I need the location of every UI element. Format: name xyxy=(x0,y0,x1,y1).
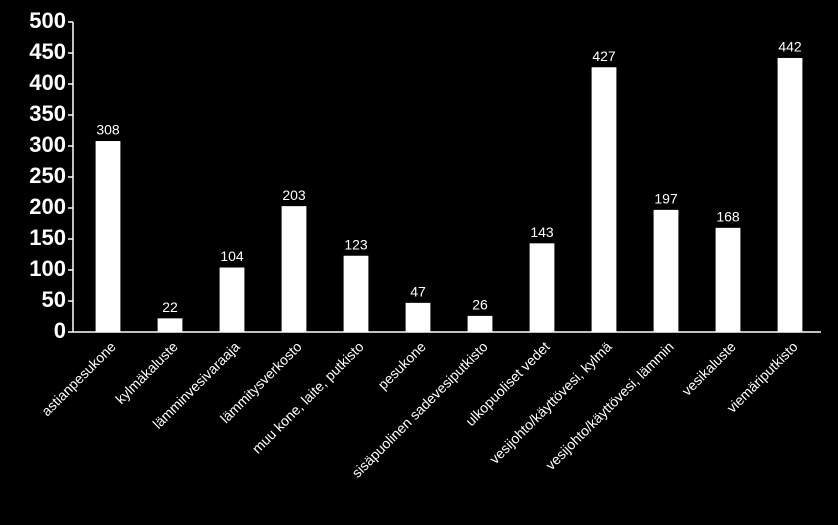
bar xyxy=(219,267,245,332)
y-tick-label: 300 xyxy=(29,132,66,157)
value-label: 203 xyxy=(282,187,306,203)
value-label: 47 xyxy=(410,284,426,300)
value-label: 123 xyxy=(344,236,368,252)
y-tick-label: 450 xyxy=(29,39,66,64)
value-label: 168 xyxy=(716,209,740,225)
bar xyxy=(715,227,741,332)
value-label: 143 xyxy=(530,224,554,240)
bar xyxy=(653,209,679,332)
bar xyxy=(777,57,803,333)
y-tick-label: 0 xyxy=(54,318,66,343)
value-label: 104 xyxy=(220,248,244,264)
value-label: 197 xyxy=(654,191,678,207)
bar xyxy=(157,318,183,332)
y-tick-label: 150 xyxy=(29,225,66,250)
bar xyxy=(343,255,369,332)
y-tick-label: 400 xyxy=(29,70,66,95)
x-tick-label: vesijohto/käyttövesi, kylmä xyxy=(486,338,615,467)
y-tick-label: 50 xyxy=(42,287,66,312)
y-tick-label: 100 xyxy=(29,256,66,281)
x-tick-label: vesijohto/käyttövesi, lämmin xyxy=(542,338,677,473)
value-label: 22 xyxy=(162,299,178,315)
value-label: 308 xyxy=(96,122,120,138)
x-tick-label: vesikaluste xyxy=(678,338,738,398)
x-tick-label: pesukone xyxy=(374,338,428,392)
bar xyxy=(529,243,555,332)
y-tick-label: 200 xyxy=(29,194,66,219)
value-label: 427 xyxy=(592,48,616,64)
x-tick-label: kylmäkaluste xyxy=(112,338,181,407)
y-tick-label: 500 xyxy=(29,8,66,33)
value-label: 442 xyxy=(778,39,802,55)
bar xyxy=(405,302,431,332)
y-tick-label: 350 xyxy=(29,101,66,126)
value-label: 26 xyxy=(472,297,488,313)
bar xyxy=(281,206,307,332)
bar xyxy=(95,141,121,332)
x-tick-label: astianpesukone xyxy=(38,338,119,419)
bar xyxy=(467,315,493,332)
x-tick-label: muu kone, laite, putkisto xyxy=(249,338,367,456)
y-tick-label: 250 xyxy=(29,163,66,188)
bar xyxy=(591,67,617,332)
